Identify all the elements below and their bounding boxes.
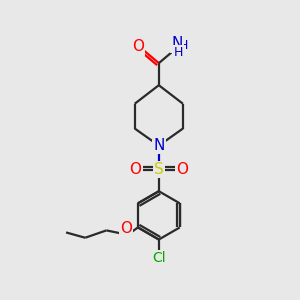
Text: O: O (120, 221, 132, 236)
Text: N: N (153, 138, 164, 153)
Text: S: S (154, 162, 164, 177)
Text: O: O (129, 162, 141, 177)
Text: H: H (178, 39, 188, 52)
Text: O: O (132, 39, 144, 54)
Text: N: N (172, 37, 183, 52)
Text: O: O (176, 162, 188, 177)
Text: H: H (173, 46, 183, 59)
Text: Cl: Cl (152, 251, 166, 265)
